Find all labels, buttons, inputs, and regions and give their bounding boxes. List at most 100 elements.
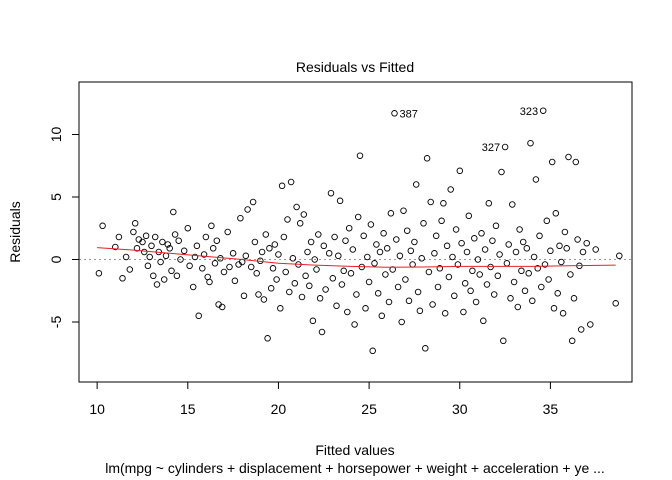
data-point <box>115 233 123 241</box>
data-point <box>170 208 177 216</box>
data-point <box>244 206 251 213</box>
data-point <box>509 201 516 208</box>
data-point <box>469 267 476 275</box>
data-point <box>552 210 560 217</box>
data-point <box>264 335 271 342</box>
data-point <box>460 308 467 316</box>
data-point <box>271 241 279 248</box>
data-point <box>360 232 367 240</box>
data-point <box>345 224 353 232</box>
data-point <box>454 261 462 268</box>
data-point <box>532 176 540 183</box>
data-point <box>471 235 478 242</box>
data-point <box>498 168 505 176</box>
x-tick-label: 20 <box>271 401 287 417</box>
data-point <box>122 253 130 261</box>
data-point <box>494 272 502 280</box>
data-point <box>574 236 581 243</box>
data-point <box>412 181 420 188</box>
data-point <box>561 228 569 236</box>
data-point <box>267 285 275 292</box>
data-point <box>316 295 324 302</box>
data-point <box>530 253 538 261</box>
data-point <box>612 300 619 307</box>
data-point <box>224 228 231 236</box>
data-point <box>458 239 465 247</box>
data-point <box>572 158 580 166</box>
x-tick-label: 25 <box>361 401 377 417</box>
data-point <box>489 237 496 244</box>
data-point <box>335 252 342 260</box>
x-tick-label: 30 <box>452 401 468 417</box>
x-axis: 10 15 20 25 30 35 <box>89 381 558 417</box>
data-point <box>131 220 139 227</box>
data-point <box>200 251 208 258</box>
data-point <box>510 278 518 286</box>
data-point <box>400 207 407 214</box>
data-point <box>315 231 322 238</box>
data-point <box>347 270 355 277</box>
chart-title: Residuals vs Fitted <box>296 59 414 75</box>
data-point <box>554 290 561 297</box>
data-point <box>558 258 565 266</box>
data-point <box>251 238 259 246</box>
data-point <box>452 226 460 233</box>
data-point <box>563 245 570 252</box>
data-point <box>282 268 289 276</box>
data-point <box>218 303 226 311</box>
data-point <box>525 270 532 277</box>
points-layer <box>95 107 623 355</box>
data-point <box>414 288 422 296</box>
data-point <box>193 242 201 250</box>
data-point <box>349 246 357 253</box>
data-point <box>277 305 284 312</box>
data-point <box>373 241 380 248</box>
data-point <box>189 283 197 291</box>
data-point <box>490 291 498 298</box>
data-point <box>507 295 514 302</box>
data-point <box>362 305 369 312</box>
data-point <box>247 263 255 271</box>
y-tick-label: -5 <box>48 316 64 329</box>
data-point <box>327 189 335 197</box>
data-point <box>293 203 300 211</box>
data-point <box>418 255 425 262</box>
data-point <box>374 290 382 297</box>
data-point <box>568 337 576 345</box>
data-point <box>211 260 219 267</box>
data-point <box>411 238 418 246</box>
data-point <box>95 270 103 277</box>
data-point <box>162 252 170 260</box>
data-point <box>416 307 424 315</box>
data-point <box>432 232 440 240</box>
plot-frame <box>78 81 633 383</box>
data-point <box>159 238 166 246</box>
data-point <box>434 283 442 291</box>
data-point <box>157 258 164 266</box>
data-point <box>304 248 311 256</box>
data-point <box>380 230 387 237</box>
data-point <box>481 246 489 253</box>
data-point <box>255 291 262 298</box>
data-point <box>465 212 473 220</box>
data-point <box>322 286 329 293</box>
outlier-label: 387 <box>399 108 417 120</box>
data-point <box>559 310 567 317</box>
data-point <box>99 222 106 230</box>
data-point <box>501 143 509 151</box>
data-point <box>284 216 291 223</box>
data-point <box>521 287 529 295</box>
data-point <box>311 256 318 263</box>
data-point <box>266 245 273 252</box>
data-point <box>449 253 456 261</box>
data-point <box>376 248 384 256</box>
x-axis-label: Fitted values <box>315 442 394 458</box>
outlier-label: 323 <box>520 106 538 118</box>
data-point <box>478 230 485 237</box>
data-point <box>427 198 434 206</box>
data-point <box>184 224 192 232</box>
data-point <box>420 220 427 227</box>
data-point <box>405 297 413 305</box>
data-point <box>503 260 511 267</box>
data-point <box>514 303 522 311</box>
